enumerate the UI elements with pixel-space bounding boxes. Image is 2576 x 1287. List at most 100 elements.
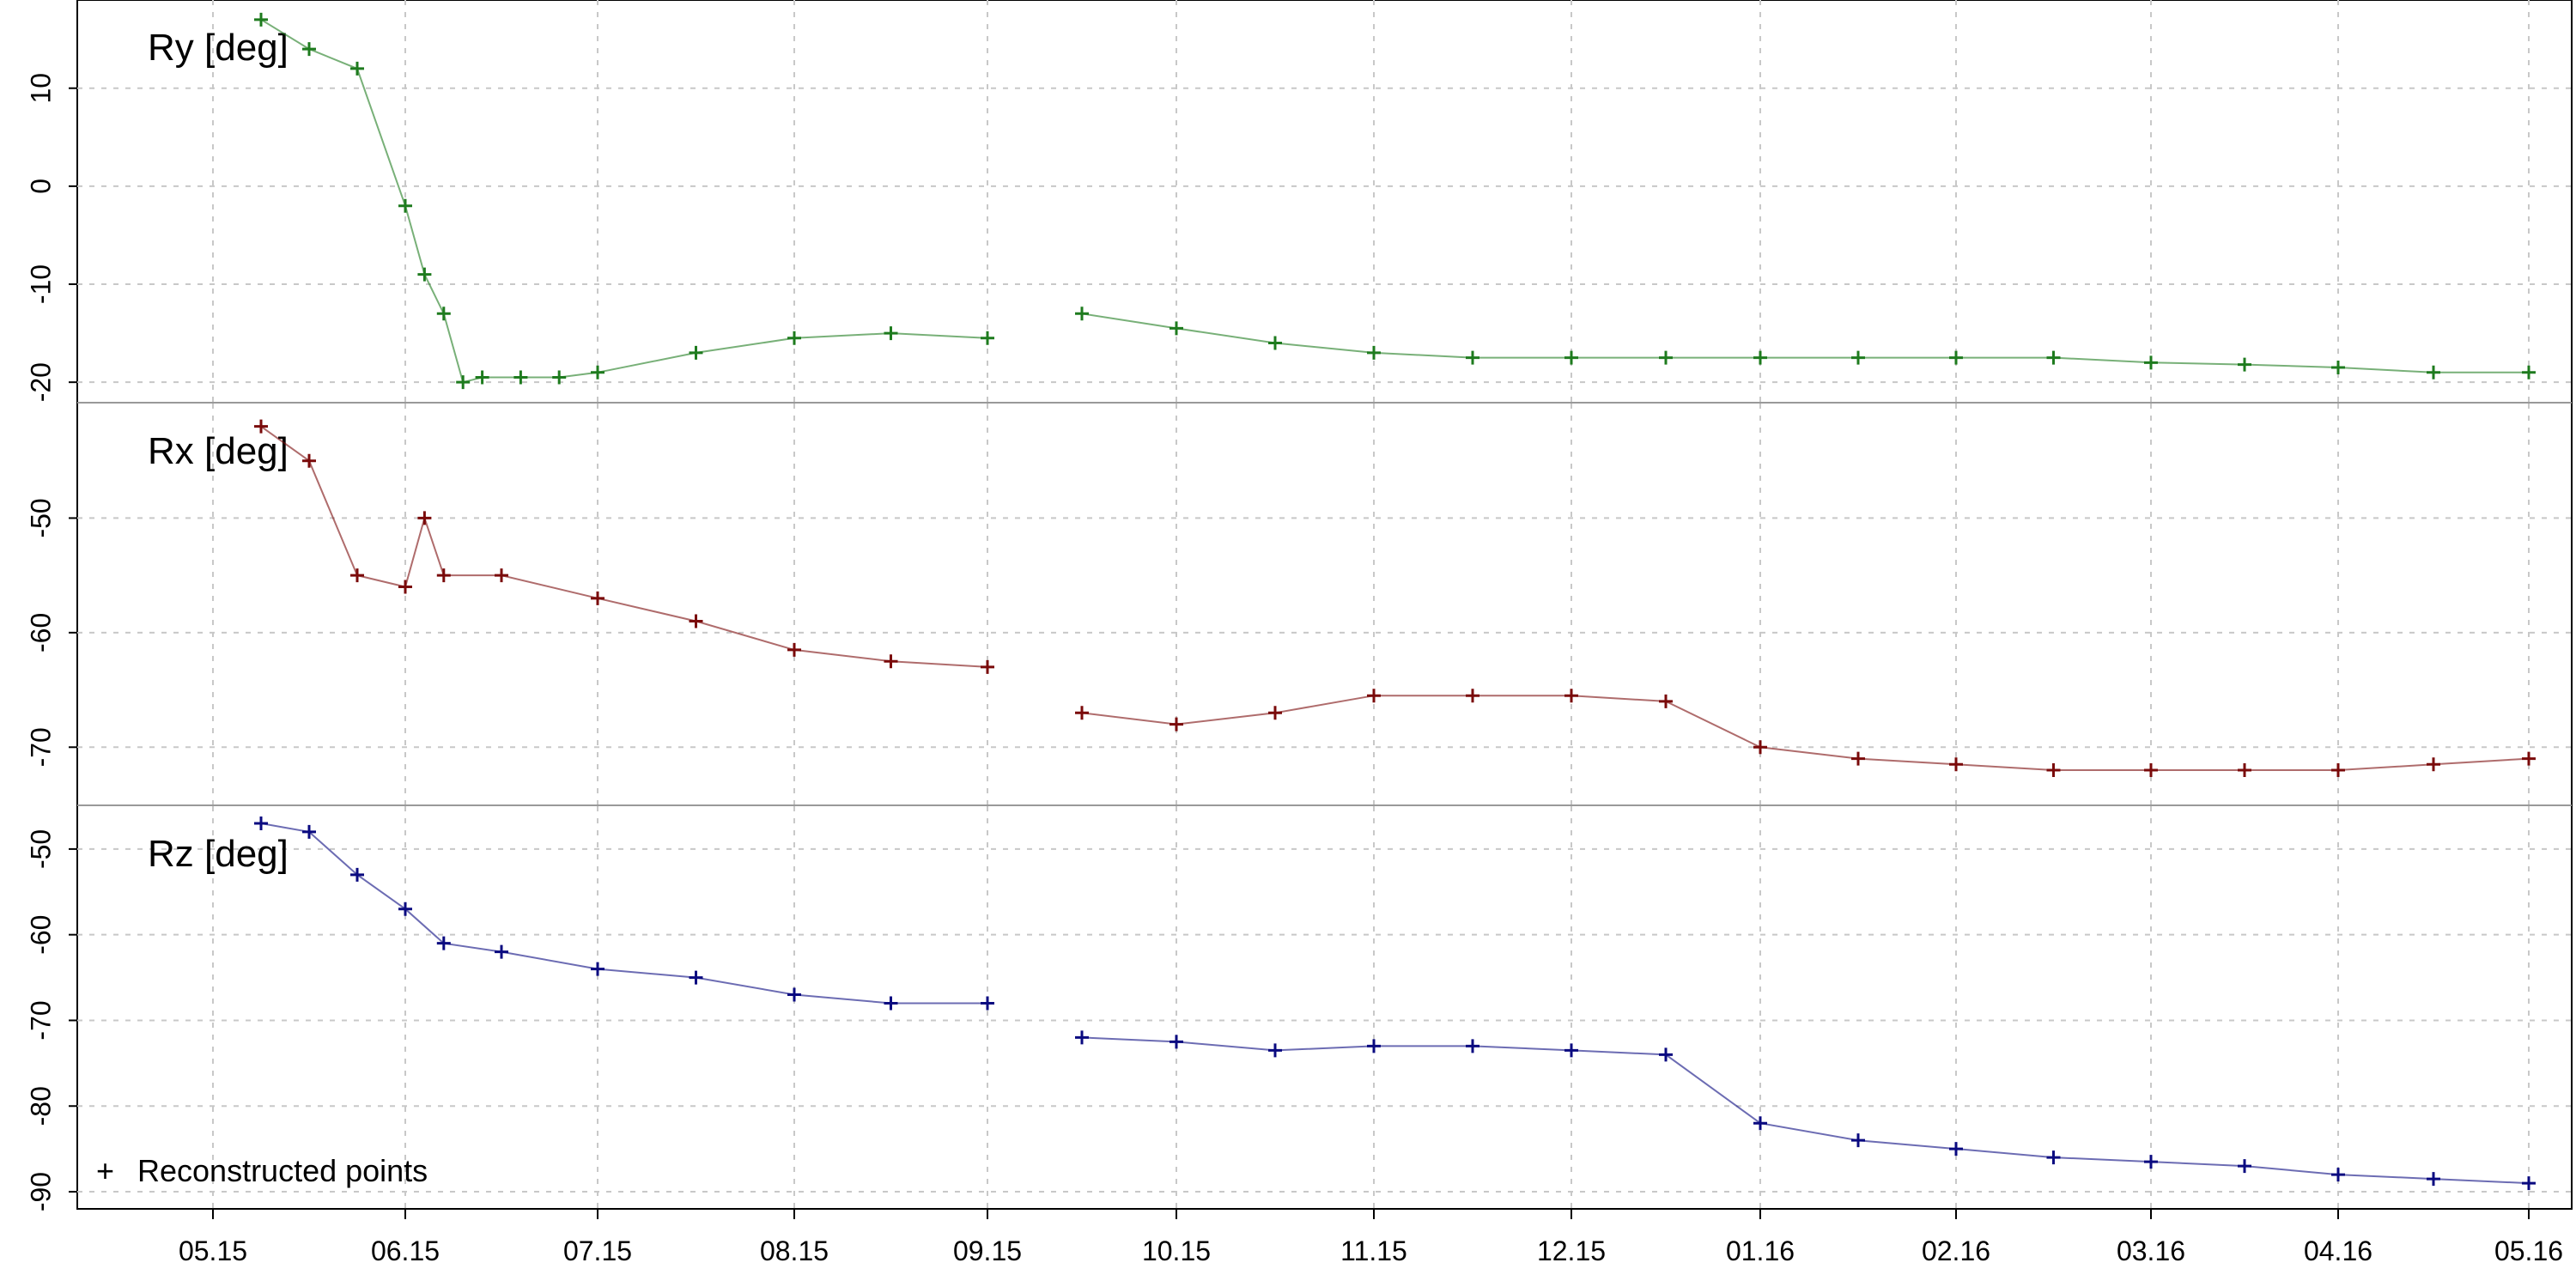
- data-point: [1753, 350, 1767, 365]
- data-point: [2427, 1172, 2440, 1187]
- data-point: [2522, 751, 2536, 766]
- data-point: [2046, 350, 2061, 365]
- data-point: [1949, 757, 1963, 772]
- x-tick-label: 05.15: [179, 1235, 247, 1266]
- series-line: [260, 18, 2529, 384]
- data-point: [495, 944, 508, 959]
- x-tick-label: 01.16: [1726, 1235, 1795, 1266]
- data-point: [689, 970, 703, 985]
- data-point: [436, 936, 451, 950]
- legend-label: Reconstructed points: [137, 1153, 428, 1188]
- data-point: [689, 614, 703, 628]
- x-tick-label: 08.15: [760, 1235, 829, 1266]
- data-point: [1170, 1035, 1183, 1049]
- y-tick-label: -20: [25, 362, 56, 402]
- series-line: [260, 823, 2530, 1185]
- panel-label: Rz [deg]: [148, 833, 289, 875]
- y-tick-label: -70: [25, 1000, 56, 1040]
- data-point: [2331, 762, 2345, 777]
- data-point: [2238, 1159, 2251, 1174]
- data-point: [436, 568, 451, 583]
- data-point: [2046, 1150, 2061, 1165]
- data-point: [2427, 757, 2440, 772]
- data-point: [475, 370, 489, 385]
- x-tick-label: 09.15: [953, 1235, 1022, 1266]
- x-tick-label: 12.15: [1537, 1235, 1606, 1266]
- data-point: [1367, 345, 1381, 360]
- x-tick-label: 10.15: [1142, 1235, 1211, 1266]
- data-point: [981, 659, 994, 674]
- data-point: [1268, 1043, 1282, 1058]
- data-point: [456, 375, 471, 390]
- data-point: [2238, 357, 2251, 372]
- panel-label: Rx [deg]: [148, 430, 289, 472]
- x-tick-label: 02.16: [1922, 1235, 1990, 1266]
- data-point: [2427, 365, 2440, 379]
- data-point: [884, 996, 898, 1011]
- x-tick-label: 03.16: [2117, 1235, 2185, 1266]
- data-point: [495, 568, 508, 583]
- y-tick-label: -10: [25, 264, 56, 304]
- panel-label: Ry [deg]: [148, 27, 289, 69]
- data-point: [1268, 336, 1282, 350]
- data-point: [787, 987, 801, 1002]
- data-point: [2144, 355, 2158, 370]
- data-point: [1659, 1047, 1673, 1062]
- data-point: [350, 568, 364, 583]
- data-point: [302, 453, 316, 468]
- data-point: [1851, 1133, 1865, 1148]
- y-tick-label: -60: [25, 915, 56, 955]
- data-point: [787, 642, 801, 657]
- data-point: [1851, 350, 1865, 365]
- data-point: [1075, 706, 1089, 720]
- data-point: [398, 902, 412, 916]
- y-tick-label: -80: [25, 1086, 56, 1126]
- data-point: [513, 370, 528, 385]
- data-point: [2144, 762, 2158, 777]
- panel-ry: 10 0 -10 -20 Ry [deg]: [25, 0, 2572, 404]
- x-tick-label: 11.15: [1340, 1235, 1407, 1266]
- data-point: [1075, 307, 1089, 321]
- data-point: [981, 331, 994, 345]
- data-point: [787, 331, 801, 345]
- data-point: [1564, 350, 1578, 365]
- data-point: [417, 267, 432, 282]
- data-point: [1564, 689, 1578, 703]
- data-point: [2144, 1155, 2158, 1169]
- data-point: [350, 867, 364, 882]
- data-point: [1075, 1030, 1089, 1045]
- data-point: [1753, 740, 1767, 755]
- data-point: [398, 198, 412, 213]
- series-line: [260, 425, 2530, 771]
- data-point: [1466, 1039, 1479, 1053]
- data-point: [1268, 706, 1282, 720]
- data-point: [2046, 762, 2061, 777]
- data-point: [254, 12, 268, 27]
- data-point: [884, 654, 898, 669]
- data-point: [1466, 350, 1479, 365]
- data-point: [689, 345, 703, 360]
- data-point: [1170, 717, 1183, 732]
- data-point: [2238, 762, 2251, 777]
- data-point: [1564, 1043, 1578, 1058]
- y-tick-label: -70: [25, 727, 56, 767]
- data-point: [1949, 1142, 1963, 1156]
- data-point: [981, 996, 994, 1011]
- data-point: [398, 580, 412, 594]
- y-tick-label: -60: [25, 613, 56, 653]
- x-tick-label: 07.15: [563, 1235, 632, 1266]
- data-point: [1367, 689, 1381, 703]
- data-point: [591, 365, 605, 379]
- data-point: [1851, 751, 1865, 766]
- data-point: [2522, 365, 2536, 379]
- panel-rx: -50 -60 -70 Rx [deg]: [25, 404, 2572, 806]
- data-point: [1367, 1039, 1381, 1053]
- data-point: [417, 511, 432, 525]
- data-point: [591, 962, 605, 976]
- legend-marker: +: [96, 1153, 114, 1188]
- data-point: [552, 370, 567, 385]
- data-point: [302, 42, 316, 57]
- plot-frame: [76, 0, 2573, 1210]
- x-tick-label: 04.16: [2304, 1235, 2372, 1266]
